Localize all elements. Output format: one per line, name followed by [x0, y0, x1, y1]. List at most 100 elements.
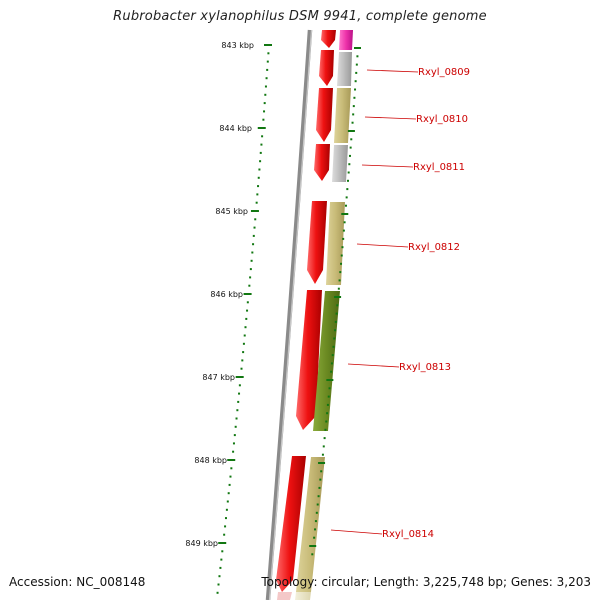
scale-major-tick	[235, 376, 244, 378]
scale-minor-tick	[251, 251, 254, 254]
scale-minor-tick	[217, 583, 220, 586]
ring-minor-tick	[336, 304, 339, 307]
scale-minor-tick	[220, 558, 223, 561]
ring-minor-tick	[311, 553, 314, 556]
cds-arrow	[319, 50, 334, 86]
ring-major-tick	[334, 296, 342, 298]
ring-minor-tick	[340, 262, 343, 265]
ring-minor-tick	[351, 121, 354, 124]
function-band	[334, 88, 351, 143]
ring-minor-tick	[332, 345, 335, 348]
scale-minor-tick	[238, 392, 241, 395]
scale-minor-tick	[224, 517, 227, 520]
ring-major-tick	[341, 213, 349, 215]
function-band	[339, 30, 353, 50]
ring-minor-tick	[346, 179, 349, 182]
ring-minor-tick	[314, 520, 317, 523]
ring-minor-tick	[323, 437, 326, 440]
scale-major-tick	[250, 210, 259, 212]
cds-arrow	[296, 290, 322, 430]
scale-minor-tick	[254, 218, 257, 221]
scale-major-tick	[218, 542, 227, 544]
gene-labels: Rxyl_0809 Rxyl_0810 Rxyl_0811 Rxyl_0812 …	[330, 67, 470, 540]
ring-minor-tick	[356, 55, 359, 58]
scale-major-tick	[243, 293, 252, 295]
ring-minor-tick	[327, 395, 330, 398]
scale-minor-tick	[244, 326, 247, 329]
ring-minor-tick	[350, 138, 353, 141]
scale-minor-tick	[223, 533, 226, 536]
gene-leader-line	[366, 69, 419, 73]
ring-minor-tick	[342, 229, 345, 232]
scale-minor-tick	[235, 417, 238, 420]
scale-major-tick	[257, 127, 266, 129]
gene-label[interactable]: Rxyl_0809	[418, 67, 470, 78]
gene-label[interactable]: Rxyl_0813	[399, 362, 451, 373]
scale-minor-tick	[261, 135, 264, 138]
cds-arrow	[276, 456, 306, 592]
ring-minor-tick	[315, 511, 318, 514]
gene-label[interactable]: Rxyl_0814	[382, 529, 434, 540]
ring-minor-tick	[316, 503, 319, 506]
scale-minor-tick	[242, 342, 245, 345]
ring-major-tick	[347, 130, 355, 132]
ring-minor-tick	[313, 536, 316, 539]
scale-minor-tick	[225, 508, 228, 511]
scale-tick-label: 843 kbp	[221, 41, 254, 50]
ring-minor-tick	[319, 478, 322, 481]
scale-minor-tick	[253, 226, 256, 229]
cds-arrow	[277, 592, 292, 600]
ring-minor-tick	[348, 154, 351, 157]
scale-minor-tick	[265, 77, 268, 80]
scale-minor-tick	[263, 110, 266, 113]
function-ring	[277, 30, 353, 600]
scale-minor-tick	[248, 284, 251, 287]
ring-major-tick	[354, 47, 361, 49]
ring-minor-tick	[352, 113, 355, 116]
ring-minor-tick	[317, 495, 320, 498]
scale-ring	[216, 44, 272, 594]
scale-minor-tick	[255, 201, 258, 204]
cds-ring	[276, 30, 336, 592]
right-tick-ring	[309, 47, 361, 556]
ring-minor-tick	[345, 196, 348, 199]
gene-label[interactable]: Rxyl_0812	[408, 242, 460, 253]
gene-label[interactable]: Rxyl_0811	[413, 162, 465, 173]
cds-arrow	[314, 144, 330, 181]
function-band	[313, 291, 340, 431]
scale-minor-tick	[259, 151, 262, 154]
scale-minor-tick	[246, 309, 249, 312]
ring-minor-tick	[347, 171, 350, 174]
ring-minor-tick	[354, 88, 357, 91]
scale-minor-tick	[240, 367, 243, 370]
ring-minor-tick	[339, 271, 342, 274]
ring-minor-tick	[333, 337, 336, 340]
scale-minor-tick	[242, 351, 245, 354]
ring-major-tick	[326, 379, 334, 381]
scale-tick-label: 848 kbp	[194, 456, 227, 465]
genome-backbone-highlight	[268, 29, 313, 600]
function-band	[295, 592, 311, 600]
scale-minor-tick	[218, 575, 221, 578]
gene-label[interactable]: Rxyl_0810	[416, 114, 468, 125]
scale-minor-tick	[252, 234, 255, 237]
ring-minor-tick	[321, 453, 324, 456]
scale-minor-tick	[257, 176, 260, 179]
scale-minor-tick	[243, 334, 246, 337]
gene-leader-line	[364, 116, 417, 120]
gene-leader-line	[361, 164, 414, 168]
scale-minor-tick	[224, 525, 227, 528]
ring-minor-tick	[324, 428, 327, 431]
scale-minor-tick	[236, 409, 239, 412]
ring-major-tick	[309, 545, 317, 547]
cds-arrow	[321, 30, 336, 48]
ring-minor-tick	[355, 63, 358, 66]
scale-minor-tick	[264, 93, 267, 96]
scale-minor-tick	[246, 301, 249, 304]
ring-minor-tick	[352, 105, 355, 108]
ring-minor-tick	[346, 188, 349, 191]
ring-minor-tick	[318, 486, 321, 489]
scale-minor-tick	[256, 193, 259, 196]
scale-tick-label: 849 kbp	[185, 539, 218, 548]
scale-minor-tick	[264, 85, 267, 88]
